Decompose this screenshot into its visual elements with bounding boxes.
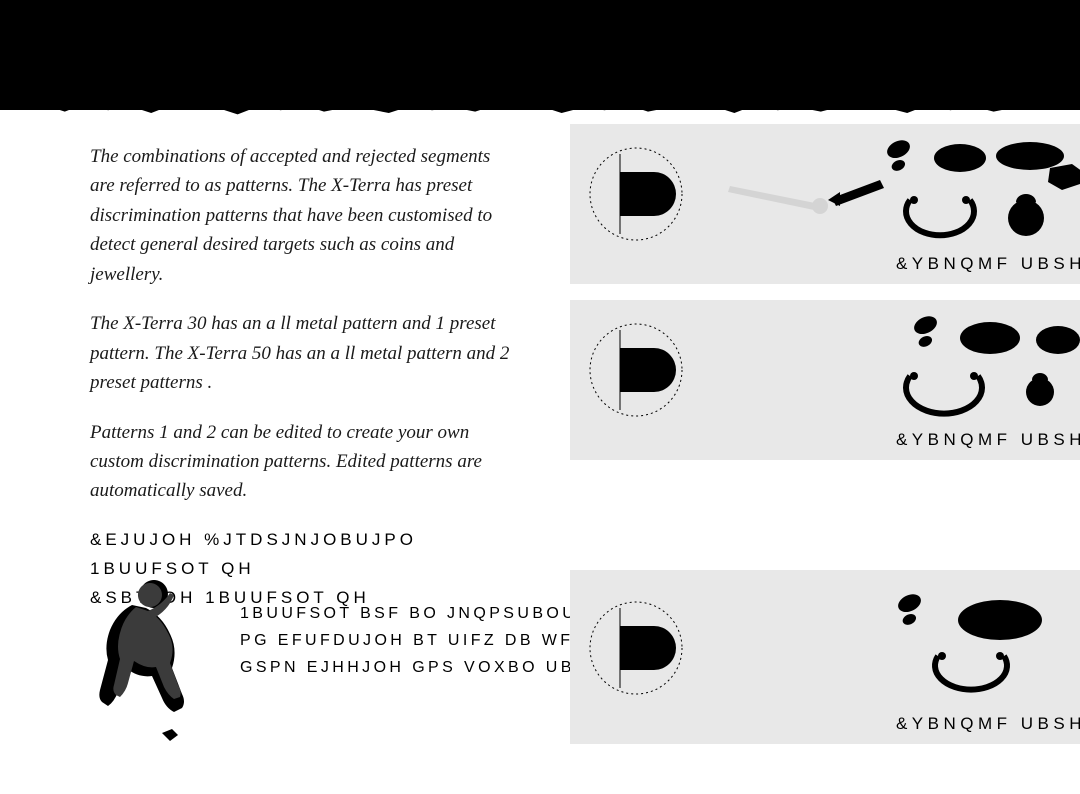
body-text-column: The combinations of accepted and rejecte… bbox=[90, 142, 510, 612]
example-targets-panel-3: &YBNQMF UBSH bbox=[570, 570, 1080, 744]
discrimination-dial-icon bbox=[586, 598, 686, 698]
panel-2-caption: &YBNQMF UBSH bbox=[896, 430, 1080, 450]
discrimination-dial-icon bbox=[586, 144, 686, 244]
target-icons-row bbox=[700, 140, 1080, 250]
paragraph-2: The X-Terra 30 has an a ll metal pattern… bbox=[90, 309, 510, 397]
example-targets-panel-2: &YBNQMF UBSH bbox=[570, 300, 1080, 460]
page-header-black-band bbox=[0, 0, 1080, 110]
discrimination-dial-icon bbox=[586, 320, 686, 420]
paragraph-1: The combinations of accepted and rejecte… bbox=[90, 142, 510, 289]
target-icons-row bbox=[700, 316, 1080, 426]
example-targets-panel-1: &YBNQMF UBSH bbox=[570, 124, 1080, 284]
target-icons-row bbox=[700, 594, 1080, 704]
panel-3-caption: &YBNQMF UBSH bbox=[896, 714, 1080, 734]
digging-person-silhouette bbox=[92, 575, 222, 745]
panel-1-caption: &YBNQMF UBSH bbox=[896, 254, 1080, 274]
paragraph-3: Patterns 1 and 2 can be edited to create… bbox=[90, 418, 510, 506]
